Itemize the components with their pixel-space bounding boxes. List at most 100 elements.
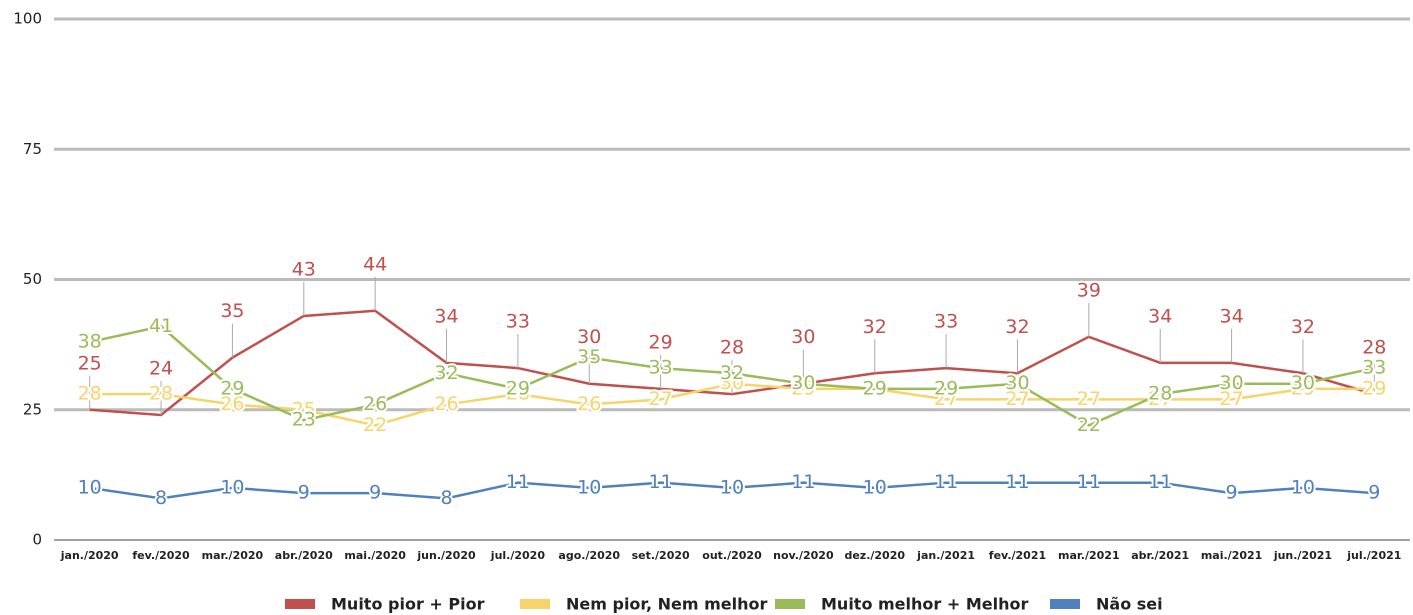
x-tick-label: ago./2020 — [558, 549, 620, 562]
value-label: 33 — [934, 311, 958, 333]
legend-label: Muito melhor + Melhor — [821, 595, 1028, 614]
value-label: 27 — [649, 388, 673, 410]
value-label: 33 — [649, 357, 673, 379]
value-label: 28 — [1148, 383, 1172, 405]
legend-swatch — [1050, 599, 1080, 609]
value-label: 11 — [791, 471, 815, 493]
x-tick-label: nov./2020 — [773, 549, 834, 562]
value-label: 28 — [720, 337, 744, 359]
value-label: 25 — [292, 398, 316, 420]
value-label: 29 — [863, 377, 887, 399]
y-tick-label: 25 — [23, 400, 42, 418]
value-label: 27 — [1077, 388, 1101, 410]
value-label: 32 — [720, 362, 744, 384]
value-label: 26 — [363, 393, 387, 415]
value-label: 29 — [506, 377, 530, 399]
value-label: 38 — [78, 331, 102, 353]
x-tick-label: jul./2020 — [490, 549, 546, 562]
legend-swatch — [775, 599, 805, 609]
value-label: 44 — [363, 253, 387, 275]
legend-label: Não sei — [1096, 595, 1163, 614]
value-label: 9 — [1368, 482, 1380, 504]
value-label: 35 — [577, 346, 601, 368]
x-tick-label: fev./2020 — [132, 549, 190, 562]
x-tick-label: jun./2020 — [416, 549, 476, 562]
value-label: 43 — [292, 258, 316, 280]
x-tick-label: mai./2020 — [344, 549, 406, 562]
value-label: 9 — [1226, 482, 1238, 504]
value-label: 30 — [577, 326, 601, 348]
legend-swatch — [285, 599, 315, 609]
value-label: 27 — [1148, 388, 1172, 410]
x-tick-label: jul./2021 — [1346, 549, 1401, 562]
value-label: 28 — [1362, 337, 1386, 359]
x-tick-label: out./2020 — [702, 549, 762, 562]
value-label: 10 — [863, 476, 887, 498]
value-label: 30 — [791, 326, 815, 348]
legend-label: Nem pior, Nem melhor — [566, 595, 767, 614]
value-label: 11 — [1148, 471, 1172, 493]
x-tick-label: set./2020 — [632, 549, 690, 562]
value-label: 30 — [1219, 372, 1243, 394]
value-label: 29 — [649, 331, 673, 353]
value-label: 28 — [506, 383, 530, 405]
value-label: 34 — [1219, 305, 1243, 327]
value-label: 39 — [1077, 279, 1101, 301]
value-label: 32 — [434, 362, 458, 384]
value-label: 30 — [720, 372, 744, 394]
value-label: 10 — [1291, 476, 1315, 498]
value-label: 25 — [78, 352, 102, 374]
x-tick-label: mar./2021 — [1058, 549, 1120, 562]
value-label: 8 — [440, 487, 452, 509]
value-label: 8 — [155, 487, 167, 509]
x-tick-label: abr./2021 — [1131, 549, 1189, 562]
value-label: 10 — [720, 476, 744, 498]
value-label: 29 — [220, 377, 244, 399]
value-label: 30 — [1005, 372, 1029, 394]
value-label: 27 — [1005, 388, 1029, 410]
value-label: 29 — [791, 377, 815, 399]
y-tick-label: 0 — [32, 531, 42, 549]
value-label: 9 — [298, 482, 310, 504]
value-label: 28 — [149, 383, 173, 405]
value-label: 11 — [1077, 471, 1101, 493]
value-label: 32 — [1291, 316, 1315, 338]
value-label: 41 — [149, 315, 173, 337]
value-label: 28 — [78, 383, 102, 405]
y-tick-label: 100 — [13, 10, 42, 28]
value-label: 27 — [1219, 388, 1243, 410]
value-label: 26 — [434, 393, 458, 415]
value-label: 11 — [1005, 471, 1029, 493]
value-label: 33 — [1362, 357, 1386, 379]
x-tick-label: jun./2021 — [1273, 549, 1332, 562]
value-label: 29 — [1362, 377, 1386, 399]
x-tick-label: jan./2020 — [60, 549, 119, 562]
value-label: 30 — [1291, 372, 1315, 394]
value-label: 22 — [363, 414, 387, 436]
value-label: 30 — [791, 372, 815, 394]
value-label: 32 — [1005, 316, 1029, 338]
y-tick-label: 75 — [23, 140, 42, 158]
value-label: 10 — [78, 476, 102, 498]
x-tick-label: fev./2021 — [989, 549, 1046, 562]
value-label: 35 — [220, 300, 244, 322]
value-label: 26 — [220, 393, 244, 415]
value-label: 29 — [934, 377, 958, 399]
value-label: 23 — [292, 409, 316, 431]
x-tick-label: abr./2020 — [275, 549, 333, 562]
value-label: 10 — [577, 476, 601, 498]
value-label: 29 — [1291, 377, 1315, 399]
legend-label: Muito pior + Pior — [331, 595, 485, 614]
value-label: 34 — [434, 305, 458, 327]
value-label: 33 — [506, 311, 530, 333]
x-tick-label: jan./2021 — [916, 549, 975, 562]
value-label: 27 — [934, 388, 958, 410]
value-label: 24 — [149, 357, 173, 379]
x-tick-label: mai./2021 — [1201, 549, 1262, 562]
value-label: 11 — [934, 471, 958, 493]
value-label: 9 — [369, 482, 381, 504]
value-label: 26 — [577, 393, 601, 415]
value-label: 11 — [649, 471, 673, 493]
y-tick-label: 50 — [23, 270, 42, 288]
